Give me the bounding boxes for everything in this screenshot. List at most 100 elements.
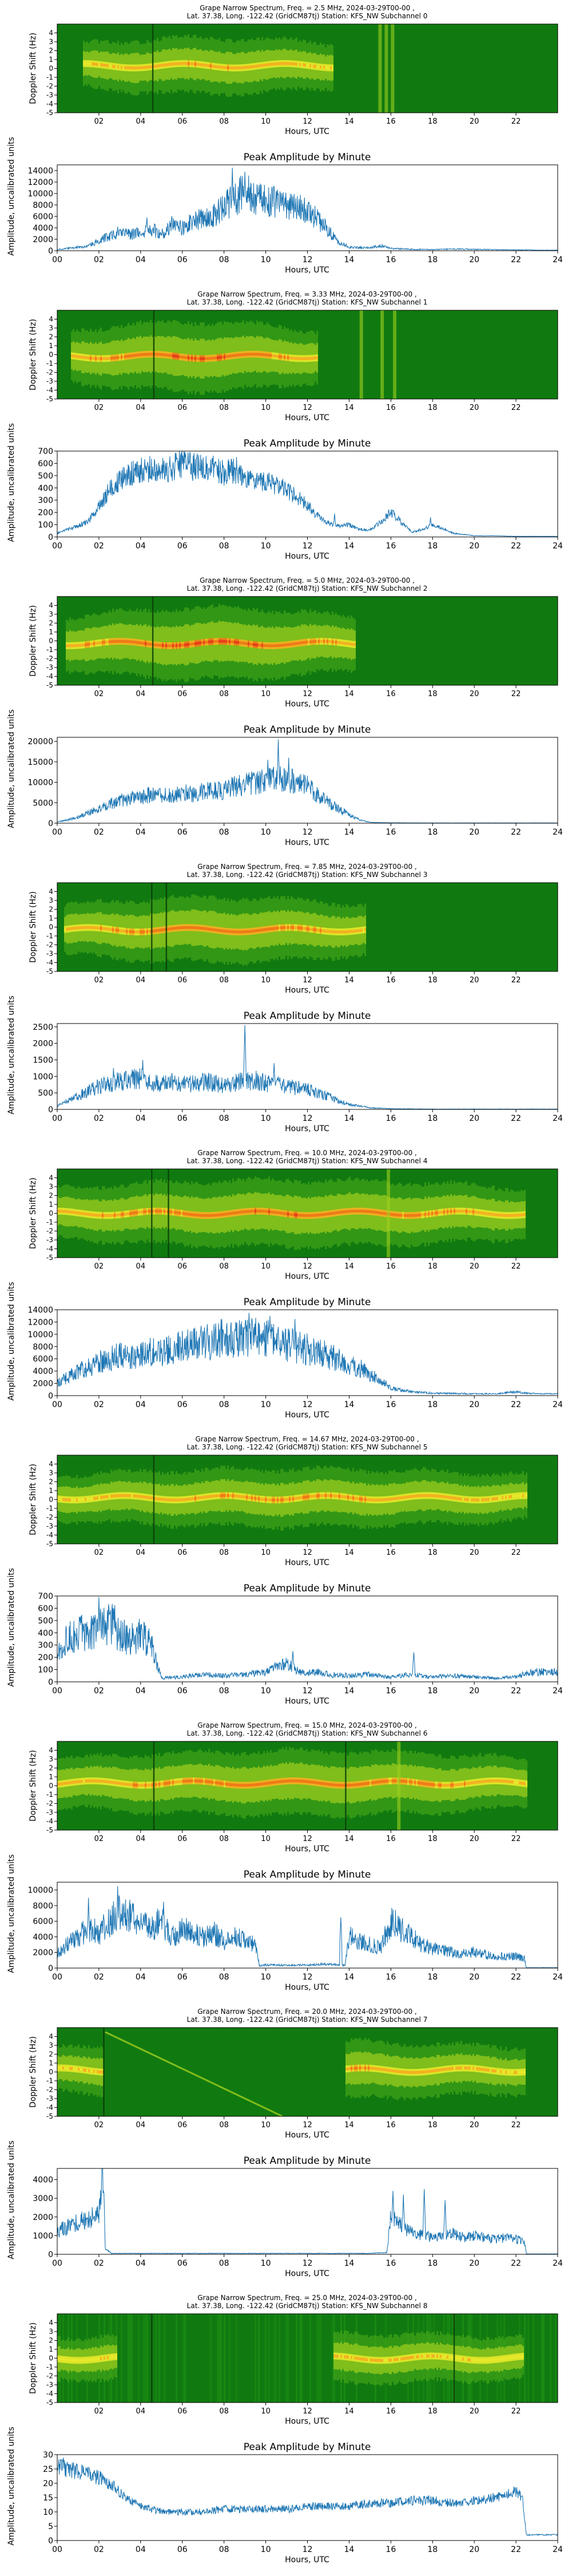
amplitude-title: Peak Amplitude by Minute [244,1010,371,1022]
spectrogram-image [57,596,558,685]
amplitude-xtick-label: 18 [427,542,438,551]
spectrogram-xtick-label: 18 [428,1548,438,1557]
amplitude-xtick-label: 24 [553,2545,563,2554]
amplitude-xtick-label: 22 [511,828,521,837]
spectrogram-xtick-label: 06 [177,2121,187,2129]
spectrogram-ytick-label: -1 [46,1218,53,1226]
amplitude-xtick-label: 22 [511,255,521,264]
amplitude-title: Peak Amplitude by Minute [244,2441,371,2453]
spectrogram-xtick-label: 04 [136,690,146,698]
spectrogram-ylabel: Doppler Shift (Hz) [29,1750,38,1822]
spectrogram-xtick-label: 18 [428,1262,438,1271]
spectrogram-ytick-label: -1 [46,73,53,81]
spectrogram-ytick-label: 3 [49,2041,53,2049]
spectrogram-ylabel: Doppler Shift (Hz) [29,1464,38,1535]
spectrogram-xtick-label: 04 [136,404,146,412]
amplitude-xtick-label: 22 [511,2259,521,2268]
amplitude-ytick-label: 2500 [33,1023,53,1032]
spectrogram-title-line2: Lat. 37.38, Long. -122.42 (GridCM87tj) S… [187,2302,428,2310]
amplitude-xtick-label: 20 [469,1400,479,1409]
spectrogram-xtick-label: 14 [344,690,354,698]
spectrogram-ytick-label: -1 [46,2077,53,2085]
spectrogram-xtick-label: 16 [386,1548,396,1557]
spectrogram-xtick-label: 16 [386,2407,396,2416]
spectrogram-ytick-label: 4 [49,1747,53,1755]
amplitude-panel-5: Peak Amplitude by Minute0100200300400500… [7,1568,563,1706]
spectrogram-ytick-label: -5 [46,681,53,689]
amplitude-xlabel: Hours, UTC [285,1697,329,1706]
amplitude-ytick-label: 10000 [27,1886,53,1895]
spectrogram-ytick-label: -4 [46,673,53,681]
spectrogram-xtick-label: 14 [344,1835,354,1843]
amplitude-panel-0: Peak Amplitude by Minute0200040006000800… [7,137,563,275]
spectrogram-ytick-label: -1 [46,1791,53,1799]
amplitude-frame [57,451,558,538]
spectrogram-xtick-label: 14 [344,976,354,985]
amplitude-xlabel: Hours, UTC [285,1124,329,1133]
amplitude-xtick-label: 02 [94,1114,104,1123]
amplitude-xtick-label: 22 [511,542,521,551]
spectrogram-title-line2: Lat. 37.38, Long. -122.42 (GridCM87tj) S… [187,12,428,20]
spectrogram-ytick-label: -4 [46,100,53,108]
spectrogram-xtick-label: 14 [344,117,354,126]
amplitude-xtick-label: 06 [177,1400,188,1409]
spectrogram-panel-5: Grape Narrow Spectrum, Freq. = 14.67 MHz… [29,1435,558,1567]
amplitude-ytick-label: 400 [38,484,53,493]
spectrogram-ytick-label: -4 [46,2390,53,2398]
amplitude-xtick-label: 14 [344,1686,355,1696]
amplitude-ytick-label: 700 [38,1592,53,1601]
spectrogram-ytick-label: -2 [46,2086,53,2094]
spectrogram-ytick-label: 1 [49,628,53,636]
amplitude-xtick-label: 10 [261,1973,271,1982]
amplitude-ytick-label: 500 [38,1089,53,1098]
spectrogram-ytick-label: -2 [46,1227,53,1235]
spectrogram-ylabel: Doppler Shift (Hz) [29,1178,38,1249]
amplitude-xtick-label: 16 [386,1686,396,1696]
spectrogram-xtick-label: 02 [94,117,104,126]
amplitude-series-line [57,1886,558,1968]
spectrogram-xtick-label: 22 [511,404,521,412]
amplitude-series-line [57,1597,558,1681]
spectrogram-ytick-label: 1 [49,1487,53,1495]
amplitude-ytick-label: 100 [38,1666,53,1675]
spectrogram-xtick-label: 04 [136,2407,146,2416]
spectrogram-title-line1: Grape Narrow Spectrum, Freq. = 25.0 MHz,… [197,2294,416,2302]
amplitude-ytick-label: 600 [38,459,53,468]
amplitude-xtick-label: 22 [511,2545,521,2554]
spectrogram-title-line2: Lat. 37.38, Long. -122.42 (GridCM87tj) S… [187,298,428,306]
spectrogram-xtick-label: 08 [219,404,229,412]
spectrogram-xtick-label: 06 [177,1262,187,1271]
amplitude-ytick-label: 1000 [33,1072,53,1081]
amplitude-ytick-label: 300 [38,1641,53,1650]
amplitude-ytick-label: 10 [43,2508,53,2517]
spectrogram-xtick-label: 08 [219,2407,229,2416]
spectrogram-xtick-label: 04 [136,1262,146,1271]
amplitude-xtick-label: 16 [386,828,396,837]
spectrogram-xtick-label: 04 [136,117,146,126]
spectrogram-ytick-label: -1 [46,359,53,368]
amplitude-xtick-label: 06 [177,1973,188,1982]
spectrogram-title-line1: Grape Narrow Spectrum, Freq. = 14.67 MHz… [195,1435,419,1443]
amplitude-xtick-label: 16 [386,2545,396,2554]
spectrogram-xtick-label: 12 [303,1548,312,1557]
amplitude-xtick-label: 18 [427,255,438,264]
spectrogram-ytick-label: 2 [49,1478,53,1486]
spectrogram-ytick-label: -2 [46,369,53,377]
spectrogram-ytick-label: 3 [49,38,53,46]
amplitude-xtick-label: 12 [303,1400,313,1409]
spectrogram-xtick-label: 06 [177,117,187,126]
amplitude-xtick-label: 12 [303,2259,313,2268]
amplitude-ytick-label: 5 [48,2522,53,2531]
amplitude-xtick-label: 04 [136,1400,146,1409]
spectrogram-xtick-label: 06 [177,1835,187,1843]
amplitude-ytick-label: 6000 [33,1355,53,1364]
amplitude-ytick-label: 5000 [33,799,53,808]
amplitude-xtick-label: 16 [386,1114,396,1123]
amplitude-ytick-label: 15 [43,2494,53,2503]
amplitude-xtick-label: 18 [427,2259,438,2268]
spectrogram-ytick-label: -5 [46,1540,53,1548]
spectrogram-xlabel: Hours, UTC [285,127,329,136]
amplitude-frame [57,1023,558,1110]
spectrogram-title-line1: Grape Narrow Spectrum, Freq. = 20.0 MHz,… [197,2008,416,2016]
amplitude-ytick-label: 1500 [33,1056,53,1065]
